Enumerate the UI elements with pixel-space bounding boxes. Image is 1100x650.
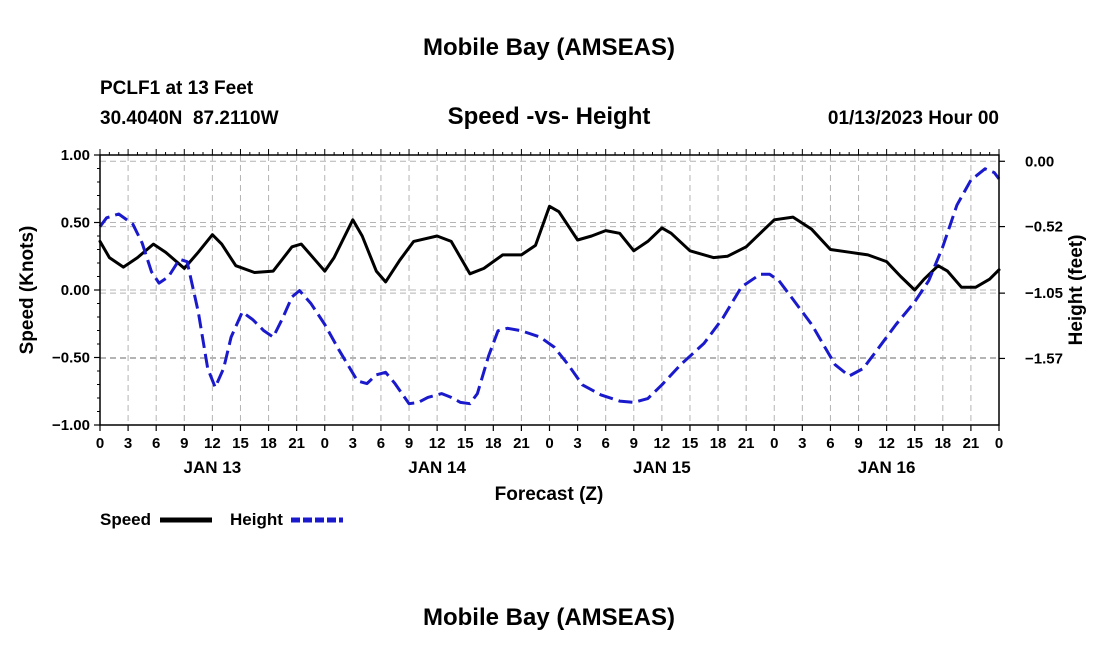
y-left-tick-label: −1.00: [52, 417, 90, 434]
y-left-tick-label: 0.00: [61, 282, 90, 299]
x-tick-label: 18: [260, 435, 277, 452]
y-axis-left-label: Speed (Knots): [17, 226, 38, 355]
x-tick-label: 6: [152, 435, 160, 452]
x-tick-label: 18: [485, 435, 502, 452]
x-tick-label: 21: [738, 435, 755, 452]
x-axis-label: Forecast (Z): [495, 484, 604, 505]
x-tick-label: 12: [878, 435, 895, 452]
forecast-datetime: 01/13/2023 Hour 00: [828, 108, 999, 129]
y-right-tick-label: −1.05: [1025, 285, 1063, 302]
x-tick-label: 6: [826, 435, 834, 452]
y-right-tick-label: 0.00: [1025, 153, 1054, 170]
x-tick-label: 21: [963, 435, 980, 452]
y-axis-right-label: Height (feet): [1066, 235, 1087, 346]
y-right-tick-label: −0.52: [1025, 219, 1063, 236]
x-date-label: JAN 16: [858, 458, 916, 477]
x-tick-label: 9: [405, 435, 413, 452]
x-tick-label: 21: [288, 435, 305, 452]
x-tick-label: 6: [377, 435, 385, 452]
x-tick-label: 3: [573, 435, 581, 452]
x-tick-label: 15: [682, 435, 699, 452]
x-tick-label: 9: [854, 435, 862, 452]
station-coordinates: 30.4040N 87.2110W: [100, 108, 279, 129]
x-tick-label: 15: [906, 435, 923, 452]
chart-title: Speed -vs- Height: [448, 103, 651, 130]
x-tick-label: 12: [654, 435, 671, 452]
x-tick-label: 0: [545, 435, 553, 452]
station-name: PCLF1 at 13 Feet: [100, 78, 254, 99]
x-tick-label: 15: [232, 435, 249, 452]
y-left-tick-label: −0.50: [52, 350, 90, 367]
series-line-speed: [98, 204, 1001, 292]
x-tick-label: 0: [770, 435, 778, 452]
x-tick-label: 0: [96, 435, 104, 452]
x-tick-label: 18: [934, 435, 951, 452]
x-tick-label: 21: [513, 435, 530, 452]
series-layer: [98, 167, 1001, 406]
x-tick-label: 0: [995, 435, 1003, 452]
x-tick-label: 18: [710, 435, 727, 452]
legend: Speed Height: [100, 510, 343, 529]
y-right-tick-label: −1.57: [1025, 350, 1063, 367]
grid: [100, 155, 999, 425]
x-tick-label: 3: [349, 435, 357, 452]
page-title: Mobile Bay (AMSEAS): [423, 34, 675, 61]
x-tick-label: 9: [630, 435, 638, 452]
legend-height-label: Height: [230, 510, 283, 529]
x-date-label: JAN 14: [408, 458, 466, 477]
x-tick-label: 12: [429, 435, 446, 452]
footer-title: Mobile Bay (AMSEAS): [423, 604, 675, 631]
legend-speed-label: Speed: [100, 510, 151, 529]
x-date-label: JAN 13: [184, 458, 242, 477]
x-tick-label: 0: [321, 435, 329, 452]
x-tick-label: 12: [204, 435, 221, 452]
axis-ticks: 0 3 6 9 12 15 18 21 0 3 6 9 12 15 18 21 0 3 6 9 12 15 18 21 0 3 6 9…: [52, 147, 1063, 477]
x-tick-label: 3: [798, 435, 806, 452]
x-date-label: JAN 15: [633, 458, 691, 477]
x-tick-label: 15: [457, 435, 474, 452]
x-tick-label: 6: [602, 435, 610, 452]
series-line-height: [98, 167, 1001, 406]
y-left-tick-label: 1.00: [61, 147, 90, 164]
y-left-tick-label: 0.50: [61, 215, 90, 232]
x-tick-label: 3: [124, 435, 132, 452]
x-tick-label: 9: [180, 435, 188, 452]
